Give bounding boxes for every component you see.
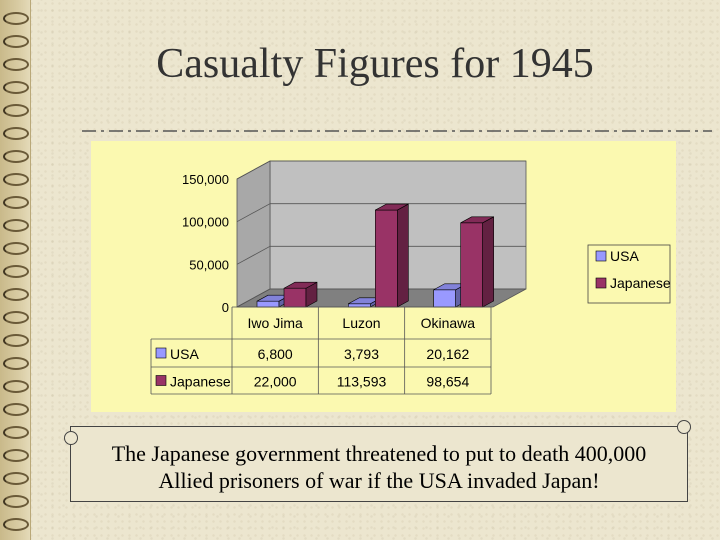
table-series-name: Japanese <box>170 374 231 390</box>
legend-swatch <box>595 250 607 262</box>
gridline-side <box>236 160 271 180</box>
x-category-label: Iwo Jima <box>248 315 303 331</box>
bar-japanese-side <box>397 203 409 308</box>
bar-usa-front <box>433 289 456 308</box>
binder-ring <box>3 472 29 485</box>
gridline-side <box>236 245 271 265</box>
table-cell-value: 22,000 <box>254 374 297 390</box>
x-category-label: Okinawa <box>421 315 476 331</box>
binder-ring <box>3 242 29 255</box>
binder-ring <box>3 150 29 163</box>
plot-side-wall <box>236 160 271 308</box>
binder-ring <box>3 288 29 301</box>
binder-ring <box>3 196 29 209</box>
binder-ring <box>3 334 29 347</box>
binder-ring <box>3 173 29 186</box>
binder-ring <box>3 357 29 370</box>
binder-ring <box>3 518 29 531</box>
binder-ring <box>3 104 29 117</box>
chart-panel: 0 50,000 100,000 150,000 Iwo Jima Luzon Okinaw… <box>91 141 676 412</box>
bar-japanese-front <box>460 222 483 308</box>
binder-ring <box>3 81 29 94</box>
table-series-name: USA <box>170 346 199 362</box>
legend-label: Japanese <box>610 275 671 291</box>
table-cell-value: 3,793 <box>344 346 379 362</box>
bar-japanese-side <box>482 216 494 308</box>
binder-ring <box>3 127 29 140</box>
bar-japanese-top <box>283 281 318 289</box>
callout-note: The Japanese government threatened to pu… <box>70 426 688 502</box>
binder-ring <box>3 311 29 324</box>
table-cell-value: 6,800 <box>258 346 293 362</box>
binder-ring <box>3 403 29 416</box>
binder-ring <box>3 12 29 25</box>
title-divider <box>82 130 712 132</box>
callout-line-1: The Japanese government threatened to pu… <box>111 441 647 466</box>
scroll-curl-right <box>677 420 691 434</box>
binder-ring <box>3 380 29 393</box>
binder-ring <box>3 265 29 278</box>
y-tick-label: 150,000 <box>182 172 229 187</box>
binder-ring <box>3 495 29 508</box>
table-legend-key <box>155 375 167 386</box>
binder-ring <box>3 219 29 232</box>
table-legend-key <box>155 347 167 359</box>
y-tick-label: 100,000 <box>182 215 229 230</box>
table-cell-value: 98,654 <box>426 374 469 390</box>
legend-swatch <box>595 277 607 289</box>
bar-japanese-top <box>375 203 409 211</box>
bar-japanese-front <box>283 287 307 308</box>
slide-title: Casualty Figures for 1945 <box>156 41 594 87</box>
gridline-side <box>236 288 271 308</box>
binder-ring <box>3 426 29 439</box>
casualty-chart: 0 50,000 100,000 150,000 Iwo Jima Luzon Okinaw… <box>150 160 671 395</box>
callout-line-2: Allied prisoners of war if the USA invad… <box>158 468 600 493</box>
gridline-side <box>236 203 271 223</box>
legend-label: USA <box>610 248 639 264</box>
scroll-curl-left <box>64 431 78 445</box>
table-cell-value: 20,162 <box>426 346 469 362</box>
bar-japanese-top <box>460 216 494 224</box>
binder-ring <box>3 58 29 71</box>
binder-ring <box>3 35 29 48</box>
y-tick-label: 50,000 <box>189 257 229 272</box>
x-category-label: Luzon <box>342 315 380 331</box>
bar-japanese-front <box>375 209 398 308</box>
bar-usa-front <box>348 303 371 308</box>
binder-strip <box>0 0 31 540</box>
bar-usa-front <box>256 300 280 308</box>
table-cell-value: 113,593 <box>337 374 387 390</box>
binder-ring <box>3 449 29 462</box>
y-tick-label: 0 <box>222 300 229 315</box>
